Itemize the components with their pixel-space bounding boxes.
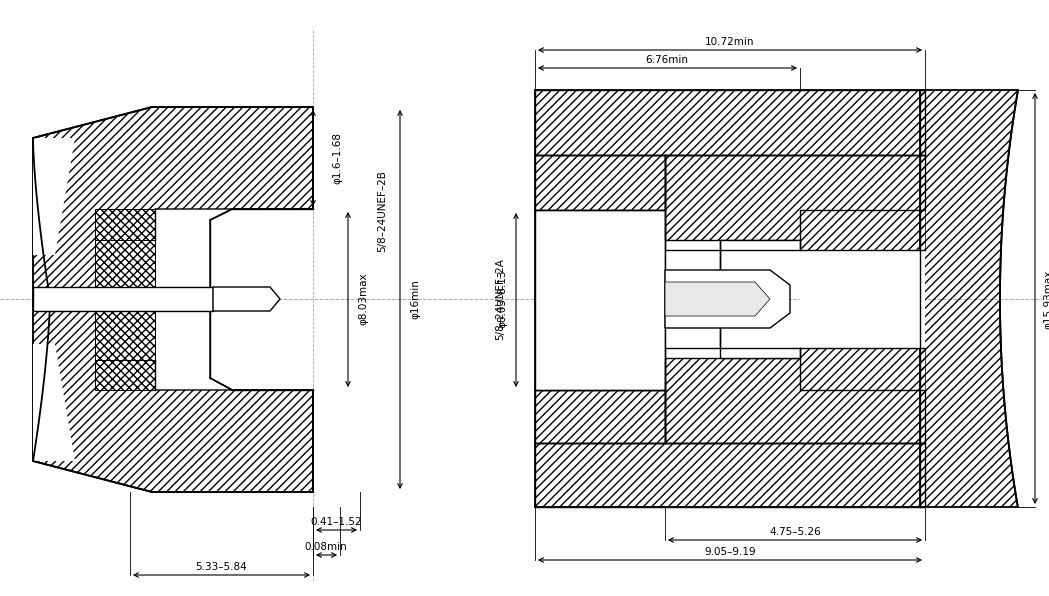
Text: φ15.93max: φ15.93max bbox=[1043, 269, 1049, 328]
Polygon shape bbox=[535, 210, 665, 390]
Polygon shape bbox=[33, 344, 74, 461]
Polygon shape bbox=[720, 240, 800, 250]
Polygon shape bbox=[720, 348, 800, 358]
Polygon shape bbox=[800, 250, 925, 348]
Text: 0.08min: 0.08min bbox=[304, 542, 347, 552]
Text: 5.33–5.84: 5.33–5.84 bbox=[195, 562, 247, 572]
Polygon shape bbox=[665, 282, 770, 316]
Polygon shape bbox=[95, 240, 155, 360]
Polygon shape bbox=[95, 209, 155, 240]
Text: 5/8–24UNEF–2B: 5/8–24UNEF–2B bbox=[377, 170, 387, 252]
Polygon shape bbox=[665, 270, 790, 328]
Polygon shape bbox=[33, 107, 313, 492]
Text: 6.76min: 6.76min bbox=[645, 55, 688, 65]
Text: 10.72min: 10.72min bbox=[705, 37, 754, 47]
Text: φ8.03max: φ8.03max bbox=[358, 273, 368, 325]
Text: φ16min: φ16min bbox=[410, 279, 420, 319]
Polygon shape bbox=[155, 209, 232, 390]
Text: φ1.6–1.68: φ1.6–1.68 bbox=[331, 132, 342, 184]
Polygon shape bbox=[33, 287, 213, 311]
Text: φ8.03–8.13: φ8.03–8.13 bbox=[497, 270, 507, 328]
Text: 4.75–5.26: 4.75–5.26 bbox=[769, 527, 821, 537]
Polygon shape bbox=[213, 287, 280, 311]
Polygon shape bbox=[95, 360, 155, 390]
Polygon shape bbox=[665, 250, 720, 348]
Text: 0.41–1.52: 0.41–1.52 bbox=[311, 517, 362, 527]
Text: 5/8–24UNEF–2A: 5/8–24UNEF–2A bbox=[495, 258, 505, 340]
Text: 9.05–9.19: 9.05–9.19 bbox=[704, 547, 756, 557]
Polygon shape bbox=[33, 138, 74, 255]
